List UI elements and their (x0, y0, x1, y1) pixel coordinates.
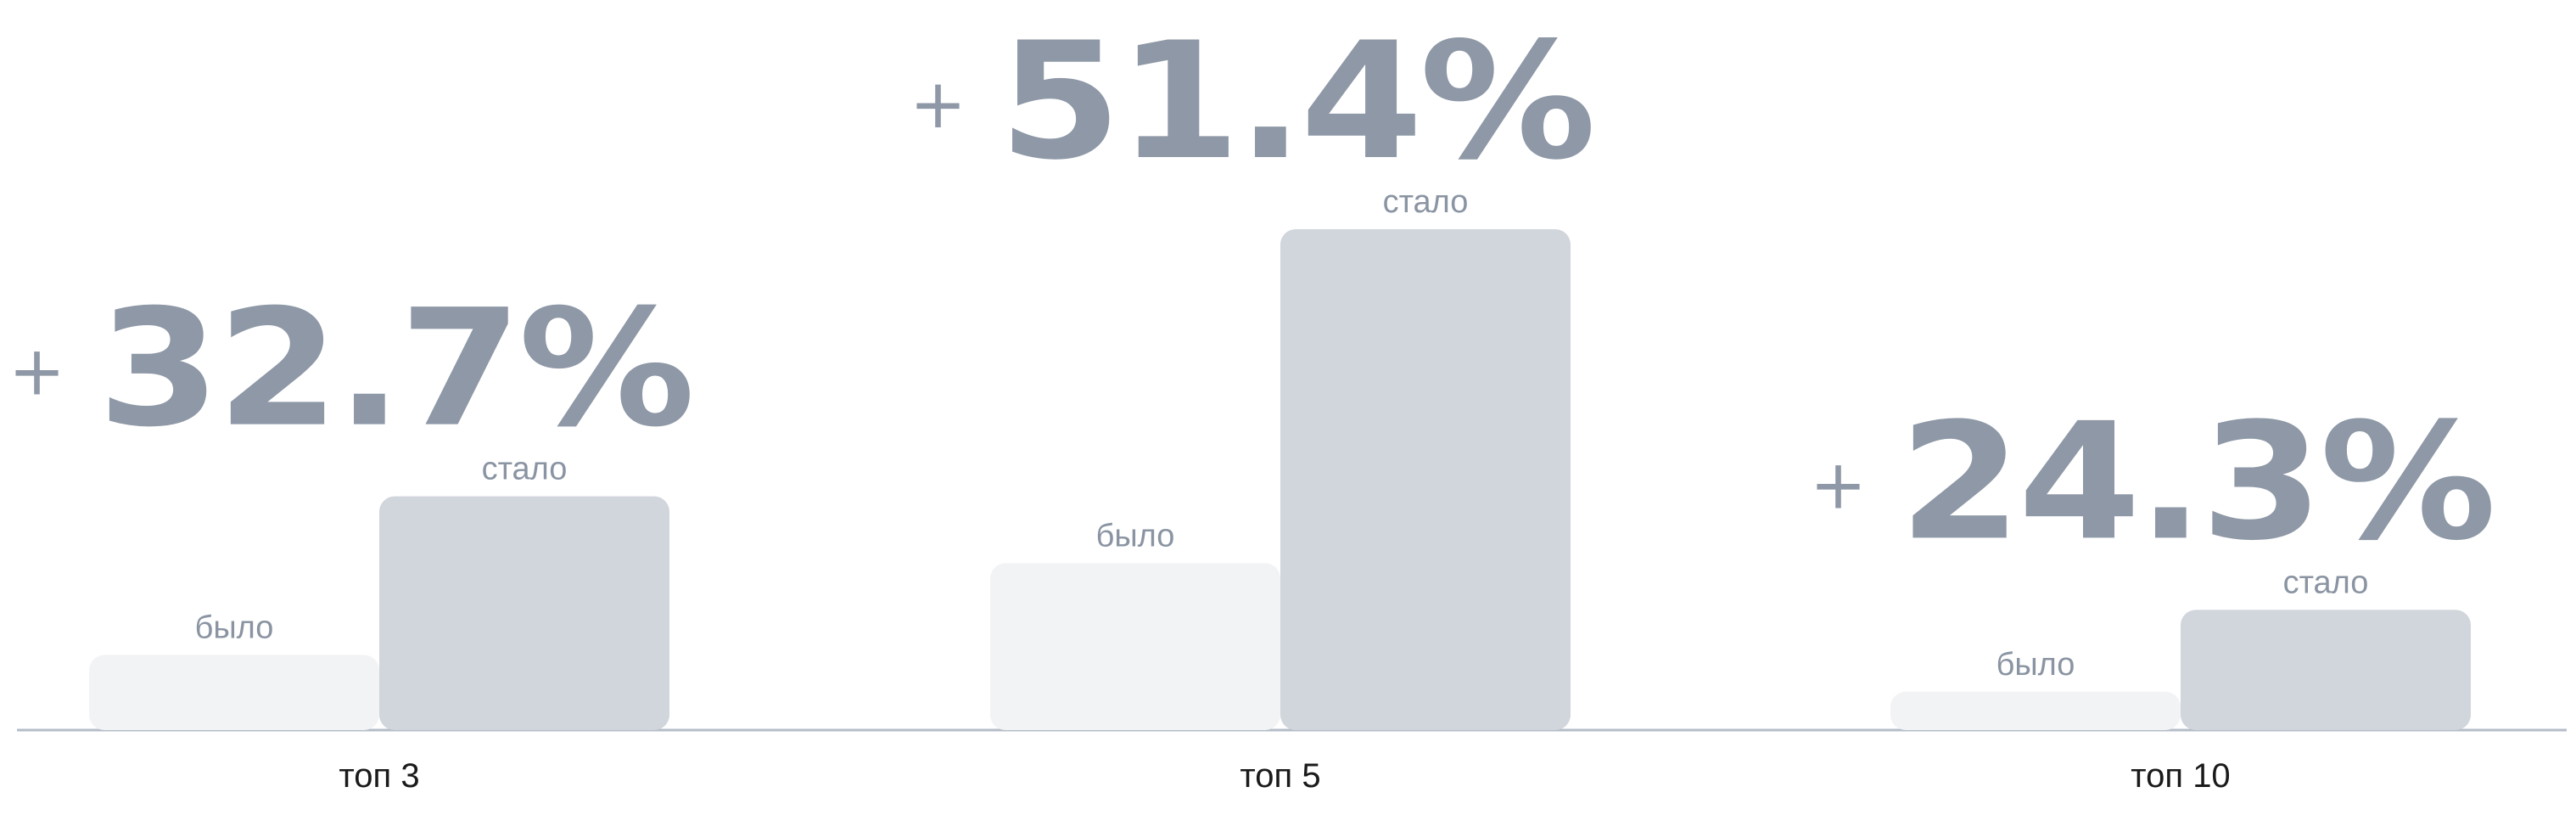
bar-label-after-3: стало (2283, 565, 2369, 600)
increase-value-1: 32.7% (98, 275, 692, 463)
increase-sign-2: + (910, 65, 966, 143)
bar-before-2 (990, 563, 1280, 730)
bar-before-1 (89, 655, 379, 730)
bar-label-after-2: стало (1383, 184, 1469, 220)
bar-after-3 (2181, 610, 2471, 730)
category-label-1: топ 3 (339, 757, 419, 795)
bar-label-before-3: было (1996, 647, 2075, 683)
category-label-3: топ 10 (2131, 757, 2230, 795)
bar-label-after-1: стало (482, 452, 568, 487)
bar-label-before-2: было (1096, 518, 1175, 554)
bar-after-1 (379, 496, 669, 730)
increase-sign-3: + (1810, 445, 1867, 524)
increase-value-2: 51.4% (999, 8, 1593, 195)
increase-value-3: 24.3% (1899, 388, 2493, 576)
bar-before-3 (1890, 691, 2181, 730)
bar-label-before-1: было (195, 610, 274, 646)
increase-sign-1: + (8, 332, 65, 411)
bar-after-2 (1280, 229, 1571, 730)
category-label-2: топ 5 (1240, 757, 1320, 795)
